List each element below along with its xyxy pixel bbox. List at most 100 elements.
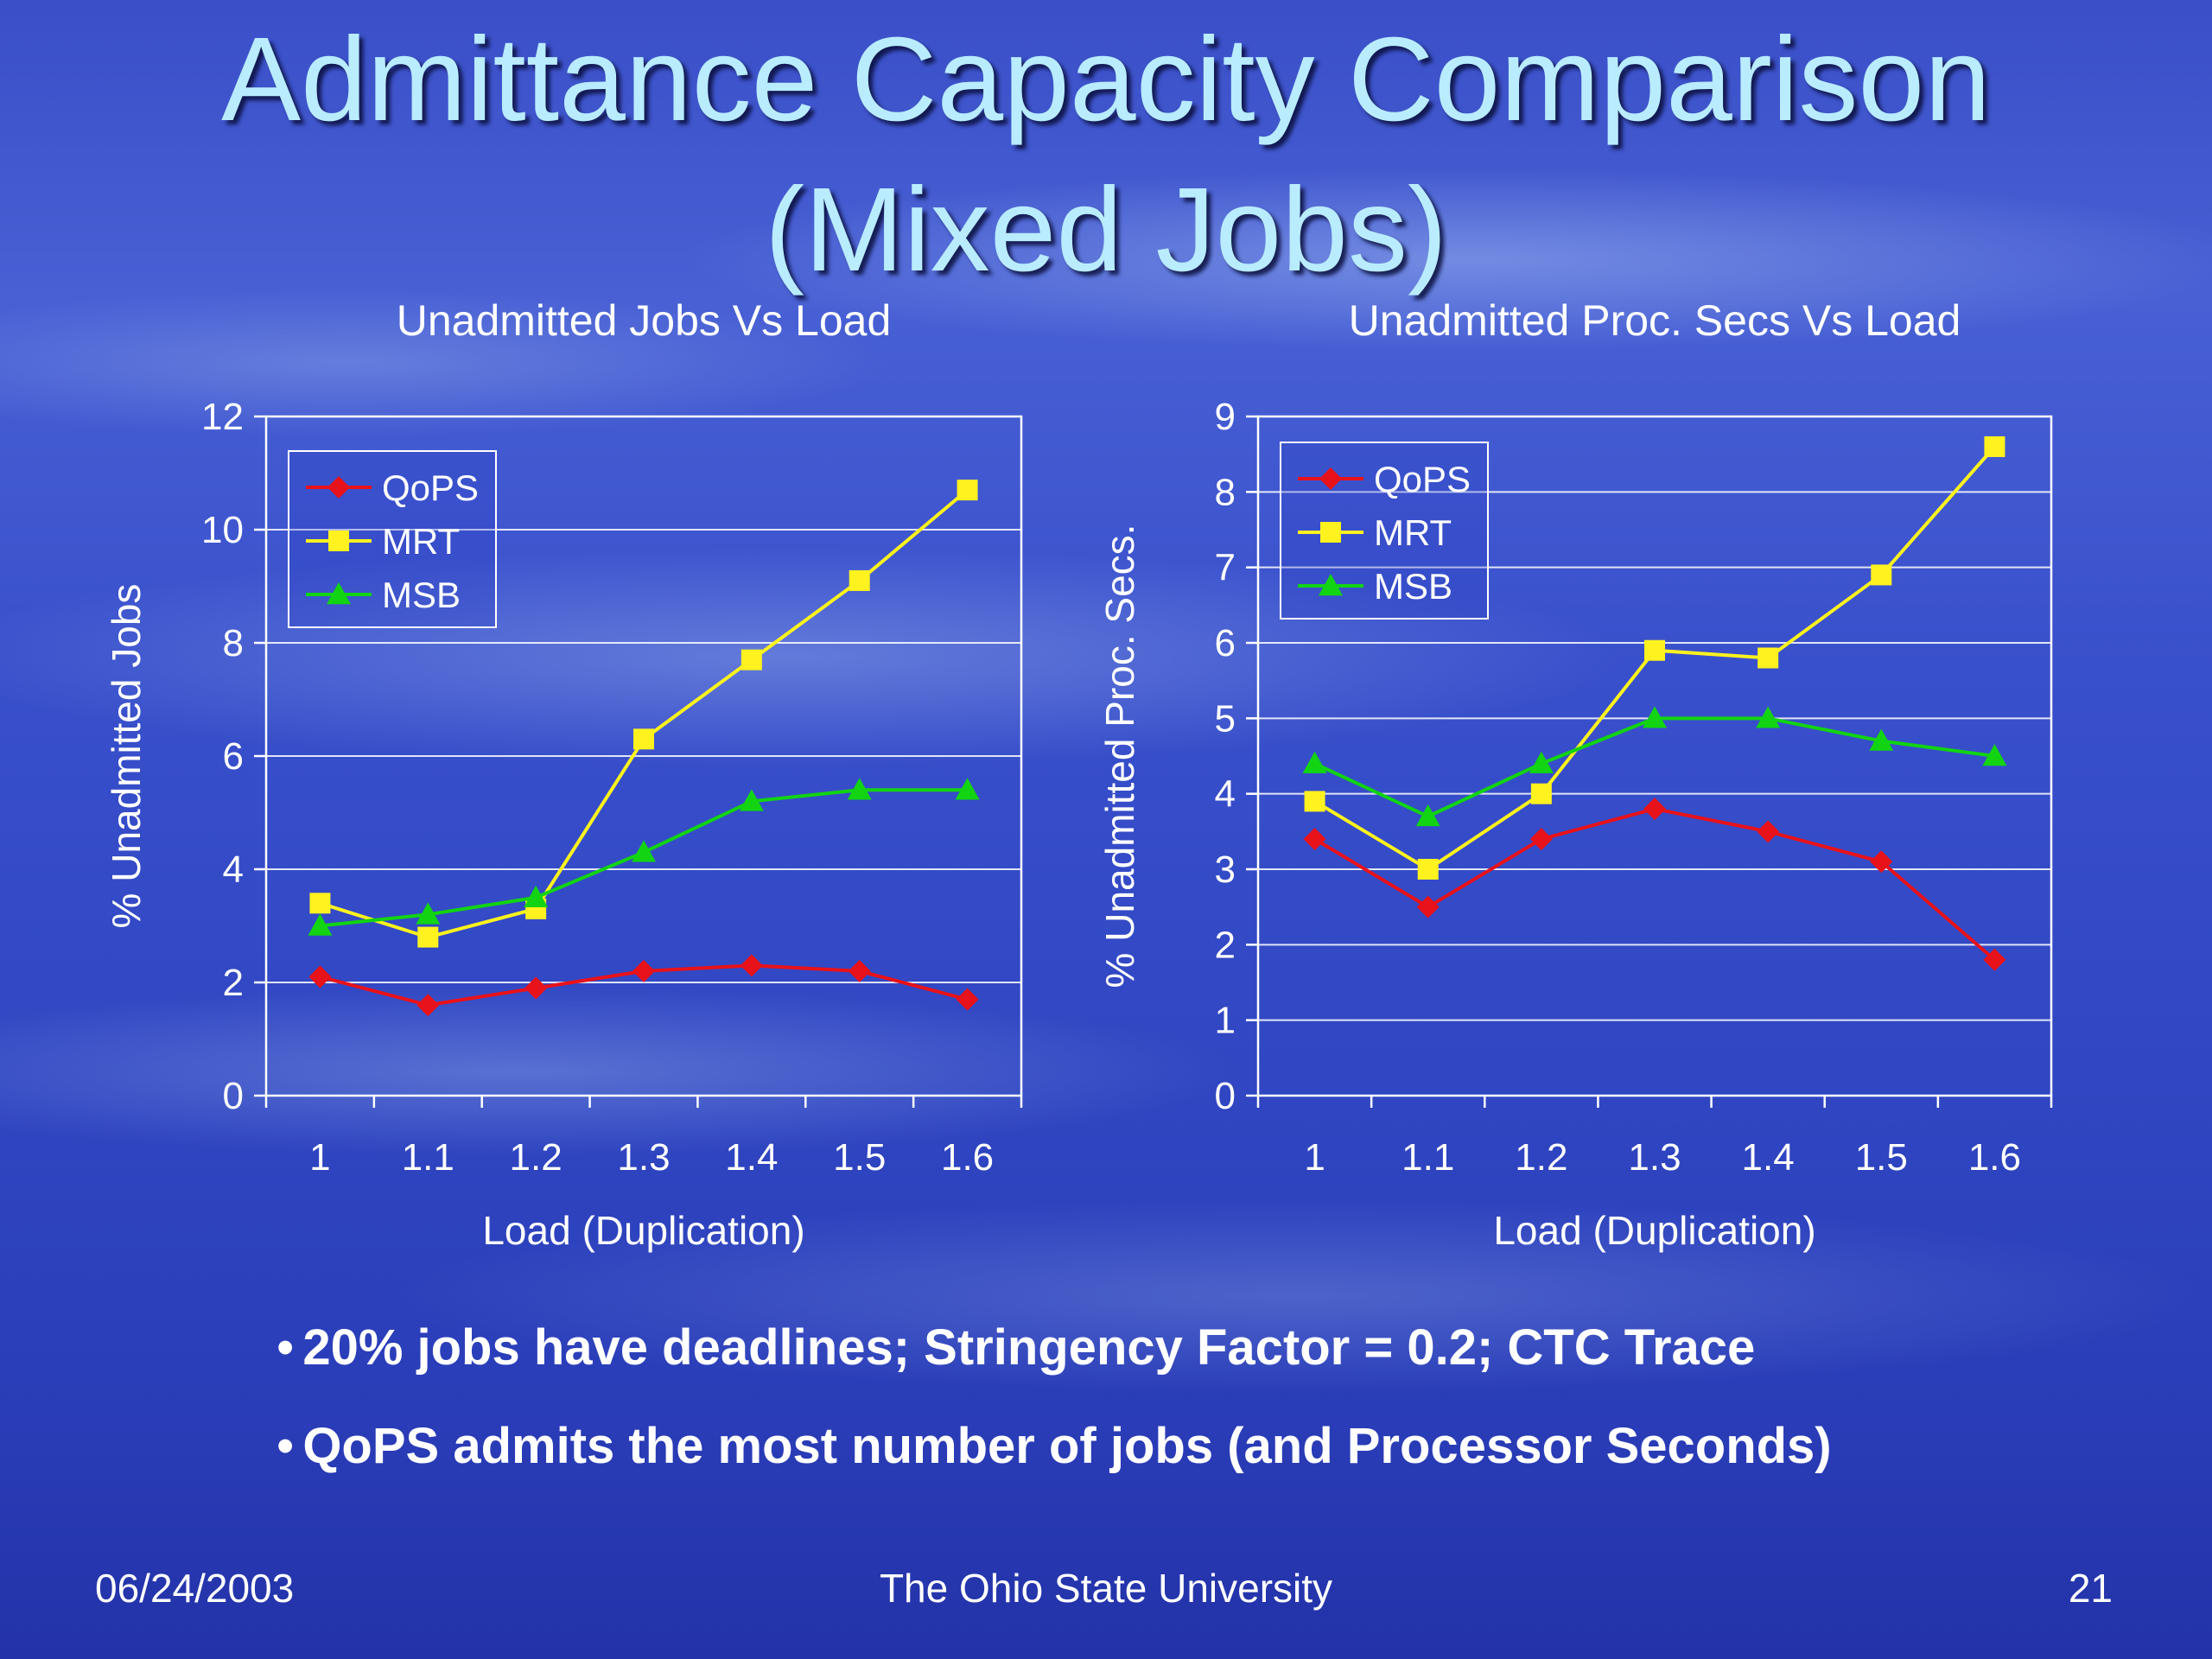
data-point-qops <box>1870 850 1893 874</box>
y-tick-label: 6 <box>1215 622 1236 664</box>
y-tick-label: 2 <box>1215 924 1236 966</box>
footer-organization: The Ohio State University <box>879 1566 1333 1611</box>
y-tick-label: 10 <box>201 509 244 551</box>
x-tick-label: 1.6 <box>1968 1136 2021 1179</box>
data-point-qops <box>1983 948 2006 971</box>
y-tick-label: 4 <box>1215 773 1236 816</box>
data-point-mrt <box>1530 783 1552 804</box>
data-point-qops <box>632 959 655 982</box>
slide-title: Admittance Capacity Comparison <box>221 13 1991 146</box>
data-point-qops <box>1529 828 1553 851</box>
data-point-mrt <box>849 569 870 591</box>
x-tick-label: 1.1 <box>402 1136 454 1179</box>
data-point-msb <box>955 778 980 800</box>
x-tick-label: 1.2 <box>1515 1136 1567 1179</box>
data-point-qops <box>308 965 332 988</box>
bullet-text: 20% jobs have deadlines; Stringency Fact… <box>302 1319 1756 1376</box>
data-point-mrt <box>741 649 762 671</box>
data-point-msb <box>308 913 333 936</box>
legend-marker-qops <box>327 476 350 499</box>
chart-title: Unadmitted Proc. Secs Vs Load <box>1349 296 1961 345</box>
data-point-mrt <box>309 893 331 914</box>
data-point-msb <box>1643 706 1667 728</box>
data-point-qops <box>1416 895 1440 918</box>
legend-label: MRT <box>1374 512 1452 553</box>
x-tick-label: 1.6 <box>941 1136 994 1179</box>
legend-label: MSB <box>1374 566 1452 607</box>
data-point-msb <box>1756 706 1781 728</box>
y-tick-label: 9 <box>1215 396 1236 438</box>
data-point-qops <box>416 994 440 1017</box>
plot-area-border <box>1256 415 2053 1097</box>
x-tick-label: 1.4 <box>1742 1136 1795 1179</box>
y-tick-label: 7 <box>1215 547 1236 589</box>
data-point-msb <box>739 789 764 811</box>
legend-marker-mrt <box>328 531 349 551</box>
x-tick-label: 1.5 <box>833 1136 886 1179</box>
x-tick-label: 1 <box>309 1136 330 1179</box>
bullet-list: • 20% jobs have deadlines; Stringency Fac… <box>276 1318 1832 1515</box>
x-tick-label: 1.1 <box>1402 1136 1454 1179</box>
data-point-mrt <box>1644 639 1665 661</box>
data-point-msb <box>416 902 441 925</box>
y-tick-label: 5 <box>1215 697 1236 740</box>
data-point-msb <box>1982 744 2007 766</box>
data-point-mrt <box>1417 859 1439 880</box>
data-point-qops <box>524 976 548 1000</box>
data-point-mrt <box>417 926 439 948</box>
chart-unadmitted-jobs: Unadmitted Jobs Vs Load 0 2 4 6 8 10 12 1 1.1 1.2 1… <box>95 285 1115 1279</box>
legend-label: MSB <box>382 575 461 615</box>
data-point-msb <box>1869 728 1894 751</box>
bullet-item: • QoPS admits the most number of jobs (an… <box>276 1416 1832 1477</box>
bullet-text: QoPS admits the most number of jobs (and… <box>302 1418 1832 1474</box>
data-point-mrt <box>1984 435 2005 457</box>
y-tick-label: 0 <box>223 1075 244 1117</box>
x-tick-label: 1.5 <box>1855 1136 1908 1179</box>
data-point-mrt <box>1758 647 1779 669</box>
data-point-qops <box>1643 798 1666 821</box>
y-tick-label: 12 <box>201 396 244 438</box>
series-line-qops <box>1313 807 1996 962</box>
chart-unadmitted-proc-secs: Unadmitted Proc. Secs Vs Load 0 1 2 3 4 5 6 7 8 9 1… <box>1089 285 2108 1279</box>
data-point-mrt <box>633 728 654 750</box>
x-tick-label: 1 <box>1304 1136 1325 1179</box>
legend-marker-msb <box>1319 574 1343 596</box>
data-point-msb <box>1529 751 1554 773</box>
x-tick-label: 1.4 <box>725 1136 778 1179</box>
data-point-msb <box>1302 751 1327 773</box>
data-point-qops <box>740 954 763 977</box>
y-tick-label: 2 <box>223 962 244 1004</box>
y-tick-label: 0 <box>1215 1075 1236 1117</box>
data-point-msb <box>847 778 872 800</box>
x-tick-label: 1.3 <box>617 1136 670 1179</box>
data-point-qops <box>1757 820 1780 843</box>
y-tick-label: 3 <box>1215 849 1236 891</box>
y-tick-label: 8 <box>223 622 244 664</box>
y-tick-label: 8 <box>1215 471 1236 513</box>
legend-marker-mrt <box>1320 522 1341 543</box>
data-point-qops <box>848 959 871 982</box>
x-tick-label: 1.2 <box>510 1136 563 1179</box>
data-point-qops <box>956 988 979 1011</box>
bullet-dot-icon: • <box>276 1418 295 1474</box>
bullet-dot-icon: • <box>276 1319 295 1376</box>
chart-unadmitted-jobs-svg: Unadmitted Jobs Vs Load 0 2 4 6 8 10 12 1 1.1 1.2 1… <box>104 296 1023 1253</box>
chart-unadmitted-proc-secs-svg: Unadmitted Proc. Secs Vs Load 0 1 2 3 4 5 6 7 8 9 1… <box>1097 296 2053 1253</box>
data-point-qops <box>1303 828 1326 851</box>
data-point-msb <box>632 840 656 862</box>
x-axis-label: Load (Duplication) <box>1493 1208 1815 1253</box>
footer-page-number: 21 <box>2068 1566 2113 1611</box>
y-tick-label: 1 <box>1215 1000 1236 1042</box>
legend-label: MRT <box>382 521 460 562</box>
slide-subtitle: (Mixed Jobs) <box>765 163 1447 296</box>
data-point-mrt <box>1304 791 1325 812</box>
data-point-msb <box>1415 804 1440 827</box>
data-point-msb <box>524 885 549 907</box>
legend-label: QoPS <box>1374 459 1471 499</box>
y-axis-label: % Unadmitted Jobs <box>104 584 149 929</box>
y-tick-label: 6 <box>223 735 244 778</box>
x-tick-label: 1.3 <box>1628 1136 1681 1179</box>
legend-marker-msb <box>327 582 351 605</box>
data-point-mrt <box>957 480 978 501</box>
data-point-mrt <box>1871 564 1892 586</box>
